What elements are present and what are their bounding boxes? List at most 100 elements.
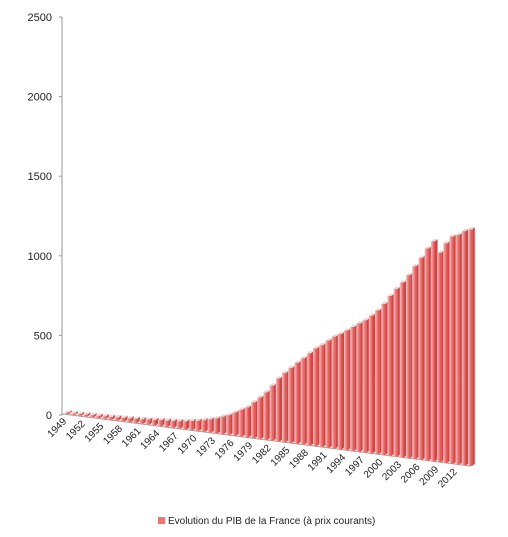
bar-front xyxy=(288,367,293,443)
bar-front xyxy=(182,421,187,430)
bar-side xyxy=(447,241,450,463)
bar-top xyxy=(331,334,339,337)
bar-front xyxy=(127,418,132,422)
bar-side xyxy=(156,417,159,426)
bar xyxy=(220,414,227,434)
bar-front xyxy=(350,326,355,451)
bar-side xyxy=(329,338,333,448)
bar xyxy=(83,412,91,417)
bar xyxy=(430,239,438,462)
bar xyxy=(375,308,382,454)
bar xyxy=(437,250,444,462)
bar xyxy=(263,390,271,440)
bar-top xyxy=(127,416,134,419)
bar xyxy=(96,413,103,418)
bar-front xyxy=(443,243,448,463)
bar xyxy=(89,412,97,418)
bar-side xyxy=(354,324,357,451)
bar-top xyxy=(424,246,432,249)
bar-front xyxy=(306,353,311,446)
bar-side xyxy=(94,412,97,418)
bar-side xyxy=(137,416,140,423)
bar xyxy=(114,415,122,421)
bar xyxy=(151,417,159,426)
bar-top xyxy=(189,418,196,422)
bar-top xyxy=(306,351,314,354)
bar xyxy=(387,293,395,456)
bar-side xyxy=(286,370,289,442)
bar-side xyxy=(391,293,395,456)
bar-front xyxy=(251,402,256,438)
bar xyxy=(468,227,475,466)
bar-side xyxy=(459,232,463,465)
bar-front xyxy=(269,385,274,441)
bar xyxy=(350,324,357,451)
bar-side xyxy=(335,334,339,449)
bar-front xyxy=(120,417,125,422)
bar-front xyxy=(257,397,262,439)
bar-top xyxy=(207,417,215,420)
bar-side xyxy=(106,414,109,419)
bar xyxy=(226,412,233,435)
x-axis-line xyxy=(62,413,471,467)
bar-side xyxy=(304,356,308,445)
bar-top xyxy=(294,360,302,363)
bar xyxy=(412,263,419,459)
bar xyxy=(275,376,283,442)
bar-top xyxy=(275,376,283,379)
bar xyxy=(368,313,376,454)
bar xyxy=(238,407,246,437)
bar-front xyxy=(145,419,150,425)
bar-side xyxy=(174,418,178,428)
y-tick-label: 1000 xyxy=(28,251,52,263)
bar xyxy=(269,383,277,441)
legend-swatch xyxy=(158,517,165,524)
bar-top xyxy=(449,234,457,237)
bar xyxy=(182,419,190,430)
bar-front xyxy=(151,419,156,426)
bar-top xyxy=(108,414,116,417)
bar-side xyxy=(348,328,351,450)
bar-front xyxy=(108,416,113,420)
bar-front xyxy=(381,303,386,455)
bar xyxy=(418,255,426,460)
bar xyxy=(319,342,326,447)
bar-front xyxy=(356,323,361,452)
bar-front xyxy=(300,358,305,445)
bar-side xyxy=(385,301,388,455)
bar-side xyxy=(162,417,165,426)
bar-front xyxy=(282,372,287,442)
legend: Evolution du PIB de la France (à prix co… xyxy=(158,516,375,527)
bar-front xyxy=(71,413,76,415)
bar-side xyxy=(342,331,345,450)
bar-top xyxy=(145,417,153,420)
bar-top xyxy=(232,410,240,413)
bar-top xyxy=(356,321,364,324)
y-tick-label: 500 xyxy=(34,330,52,342)
bar xyxy=(189,418,196,430)
bar xyxy=(127,416,134,422)
bar xyxy=(120,415,128,422)
bar-top xyxy=(381,301,388,304)
bar-front xyxy=(263,392,268,440)
bar-top xyxy=(102,414,109,417)
bar xyxy=(164,418,171,427)
bar xyxy=(176,419,184,429)
bar xyxy=(213,416,221,434)
bar-front xyxy=(133,418,138,423)
bar-top xyxy=(337,331,345,334)
bar-side xyxy=(435,239,438,462)
bar-side xyxy=(205,417,209,432)
bar-front xyxy=(437,252,442,462)
bar-front xyxy=(375,310,380,454)
bar xyxy=(337,331,345,450)
bar-side xyxy=(69,410,72,414)
bar xyxy=(455,232,463,465)
bar-side xyxy=(211,417,215,433)
bar-top xyxy=(151,417,159,420)
bar-front xyxy=(461,231,466,466)
bar-side xyxy=(118,415,122,421)
x-axis-ticks: 1949195219551958196119641967197019731976… xyxy=(46,416,460,490)
bar-side xyxy=(75,411,78,415)
bar-series xyxy=(65,227,475,466)
